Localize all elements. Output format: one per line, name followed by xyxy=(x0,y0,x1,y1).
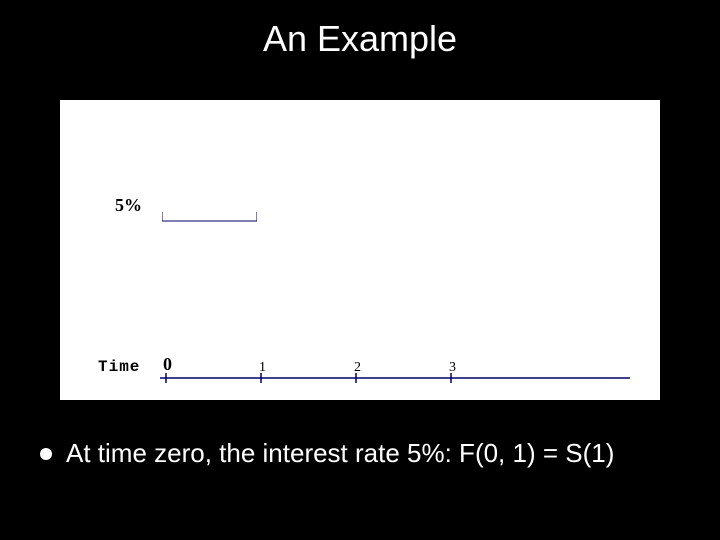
slide-title: An Example xyxy=(0,0,720,60)
slide: An Example 5% Time 0 1 2 3 At time zero,… xyxy=(0,0,720,540)
bullet-dot-icon xyxy=(40,448,52,460)
timeline-diagram: 5% Time 0 1 2 3 xyxy=(60,100,660,400)
timeline-axis xyxy=(60,100,660,400)
bullet-item: At time zero, the interest rate 5%: F(0,… xyxy=(40,438,614,469)
bullet-text: At time zero, the interest rate 5%: F(0,… xyxy=(66,438,614,469)
